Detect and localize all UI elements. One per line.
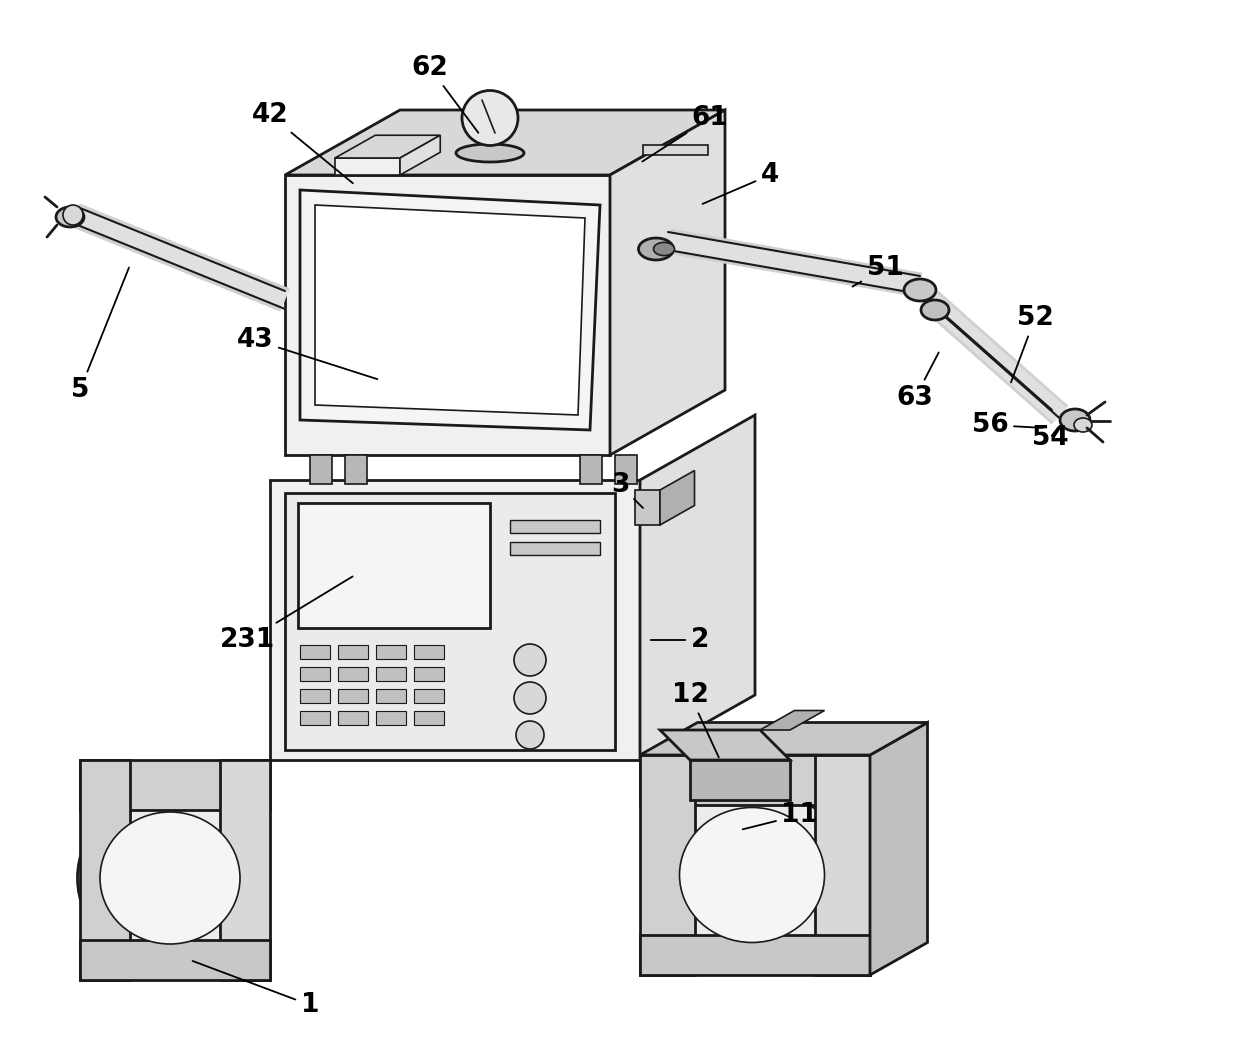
Polygon shape: [285, 175, 610, 455]
Polygon shape: [81, 760, 270, 810]
Ellipse shape: [1074, 418, 1092, 432]
Polygon shape: [81, 760, 130, 980]
Polygon shape: [300, 667, 330, 681]
Polygon shape: [270, 480, 640, 760]
Circle shape: [515, 644, 546, 676]
Ellipse shape: [77, 791, 263, 965]
Ellipse shape: [639, 238, 673, 260]
Text: 51: 51: [852, 255, 904, 287]
Text: 52: 52: [1011, 305, 1053, 383]
Polygon shape: [640, 935, 870, 975]
Text: 3: 3: [611, 472, 644, 508]
Text: 1: 1: [192, 961, 319, 1018]
Polygon shape: [339, 689, 368, 703]
Polygon shape: [815, 755, 870, 975]
Polygon shape: [689, 760, 790, 800]
Polygon shape: [339, 645, 368, 659]
Text: 5: 5: [71, 268, 129, 403]
Polygon shape: [760, 710, 825, 730]
Ellipse shape: [921, 300, 949, 320]
Polygon shape: [315, 205, 585, 415]
Polygon shape: [339, 667, 368, 681]
Ellipse shape: [456, 144, 525, 162]
Ellipse shape: [657, 786, 847, 964]
Polygon shape: [81, 940, 270, 980]
Text: 231: 231: [221, 576, 352, 653]
Text: 12: 12: [672, 682, 719, 757]
Polygon shape: [510, 520, 600, 533]
Ellipse shape: [463, 91, 518, 145]
Polygon shape: [640, 723, 928, 755]
Polygon shape: [660, 471, 694, 525]
Circle shape: [63, 205, 83, 225]
Polygon shape: [310, 455, 332, 484]
Polygon shape: [660, 730, 790, 760]
Polygon shape: [401, 135, 440, 175]
Polygon shape: [285, 110, 725, 175]
Polygon shape: [376, 689, 405, 703]
Circle shape: [516, 721, 544, 749]
Polygon shape: [640, 415, 755, 760]
Text: 63: 63: [897, 353, 939, 411]
Polygon shape: [285, 493, 615, 750]
Polygon shape: [298, 503, 490, 628]
Polygon shape: [414, 689, 444, 703]
Text: 61: 61: [642, 105, 728, 161]
Polygon shape: [300, 689, 330, 703]
Polygon shape: [335, 135, 440, 158]
Text: 62: 62: [412, 55, 479, 133]
Polygon shape: [376, 711, 405, 725]
Text: 43: 43: [237, 327, 377, 379]
Polygon shape: [300, 645, 330, 659]
Polygon shape: [219, 760, 270, 980]
Polygon shape: [635, 490, 660, 525]
Text: 2: 2: [651, 627, 709, 653]
Polygon shape: [376, 645, 405, 659]
Polygon shape: [345, 455, 367, 484]
Ellipse shape: [680, 808, 825, 942]
Polygon shape: [339, 711, 368, 725]
Polygon shape: [300, 190, 600, 430]
Ellipse shape: [100, 812, 241, 943]
Text: 11: 11: [743, 802, 818, 829]
Polygon shape: [642, 144, 708, 155]
Ellipse shape: [904, 279, 936, 301]
Polygon shape: [615, 455, 637, 484]
Text: 54: 54: [1032, 425, 1069, 451]
Polygon shape: [580, 455, 601, 484]
Polygon shape: [300, 711, 330, 725]
Polygon shape: [510, 542, 600, 555]
Polygon shape: [870, 723, 928, 975]
Polygon shape: [414, 667, 444, 681]
Circle shape: [515, 682, 546, 714]
Text: 42: 42: [252, 103, 353, 183]
Ellipse shape: [56, 207, 84, 227]
Text: 56: 56: [972, 412, 1043, 438]
Polygon shape: [414, 711, 444, 725]
Polygon shape: [414, 645, 444, 659]
Polygon shape: [376, 667, 405, 681]
Ellipse shape: [653, 243, 675, 255]
Polygon shape: [335, 158, 401, 175]
Polygon shape: [640, 755, 870, 805]
Text: 4: 4: [703, 162, 779, 204]
Ellipse shape: [1060, 409, 1090, 431]
Polygon shape: [610, 110, 725, 455]
Polygon shape: [640, 755, 694, 975]
